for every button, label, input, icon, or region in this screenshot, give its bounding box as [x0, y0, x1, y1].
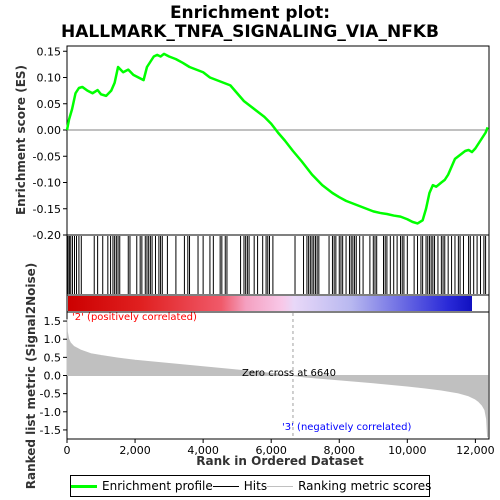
metric-area: [66, 319, 489, 438]
metric-y-tick-label: -1.5: [40, 424, 61, 437]
x-tick-label: 4,000: [187, 444, 219, 457]
x-tick-label: 0: [64, 444, 71, 457]
chart-title-line1: Enrichment plot:: [169, 3, 331, 23]
metric-y-ticks: -1.5 -1.0 -0.5 0.0 0.5 1.0 1.5: [40, 315, 67, 437]
gray-line-icon: [267, 485, 294, 487]
metric-y-tick-label: 1.5: [44, 315, 62, 328]
x-tick-label: 6,000: [255, 444, 287, 457]
metric-y-axis-label: Ranked list metric (Signal2Noise): [24, 263, 38, 490]
metric-y-tick-label: -0.5: [40, 388, 61, 401]
rank-color-bar: [68, 296, 472, 311]
x-axis-label: Rank in Ordered Dataset: [196, 454, 364, 468]
es-y-axis-label: Enrichment score (ES): [14, 65, 28, 215]
es-y-tick-label: -0.10: [33, 177, 61, 190]
es-y-tick-label: -0.15: [33, 203, 61, 216]
metric-y-tick-label: 0.5: [44, 351, 62, 364]
legend-item-ranking-metric: Ranking metric scores: [267, 479, 431, 493]
legend-item-enrichment-profile: Enrichment profile: [71, 479, 213, 493]
positive-correlation-label: '2' (positively correlated): [72, 312, 197, 323]
metric-y-tick-label: -1.0: [40, 406, 61, 419]
metric-y-tick-label: 0.0: [44, 370, 62, 383]
es-y-tick-label: -0.05: [33, 150, 61, 163]
hits-panel: [66, 234, 490, 296]
legend-label: Ranking metric scores: [298, 479, 432, 493]
es-y-ticks: -0.20 -0.15 -0.10 -0.05 0.00 0.05 0.10 0.15: [33, 45, 67, 242]
legend-label: Enrichment profile: [102, 479, 213, 493]
black-line-icon: [212, 485, 239, 487]
metric-y-tick-label: 1.0: [44, 333, 62, 346]
metric-panel: -1.5 -1.0 -0.5 0.0 0.5 1.0 1.5 0 2,000 4,000 6,00…: [24, 263, 495, 490]
es-profile-line: [65, 52, 489, 225]
x-tick-label: 8,000: [324, 444, 356, 457]
chart-title-line2: HALLMARK_TNFA_SIGNALING_VIA_NFKB: [61, 22, 439, 42]
negative-correlation-label: '3' (negatively correlated): [282, 422, 411, 433]
es-y-tick-label: 0.05: [37, 98, 62, 111]
x-tick-label: 2,000: [119, 444, 151, 457]
metric-x-ticks: 0 2,000 4,000 6,000 8,000 10,000 12,000: [64, 439, 495, 457]
legend: Enrichment profile Hits Ranking metric s…: [70, 475, 431, 497]
es-panel: -0.20 -0.15 -0.10 -0.05 0.00 0.05 0.10 0.15 Enr…: [14, 45, 490, 242]
legend-item-hits: Hits: [212, 479, 268, 493]
legend-label: Hits: [243, 479, 268, 493]
zero-cross-label: Zero cross at 6640: [242, 368, 336, 379]
es-y-tick-label: -0.20: [33, 229, 61, 242]
es-y-tick-label: 0.15: [37, 45, 62, 58]
es-y-tick-label: 0.10: [37, 72, 62, 85]
green-line-icon: [71, 484, 97, 488]
x-tick-label: 12,000: [456, 444, 495, 457]
es-y-tick-label: 0.00: [37, 124, 62, 137]
hit-lines: [67, 236, 487, 294]
x-tick-label: 10,000: [388, 444, 427, 457]
